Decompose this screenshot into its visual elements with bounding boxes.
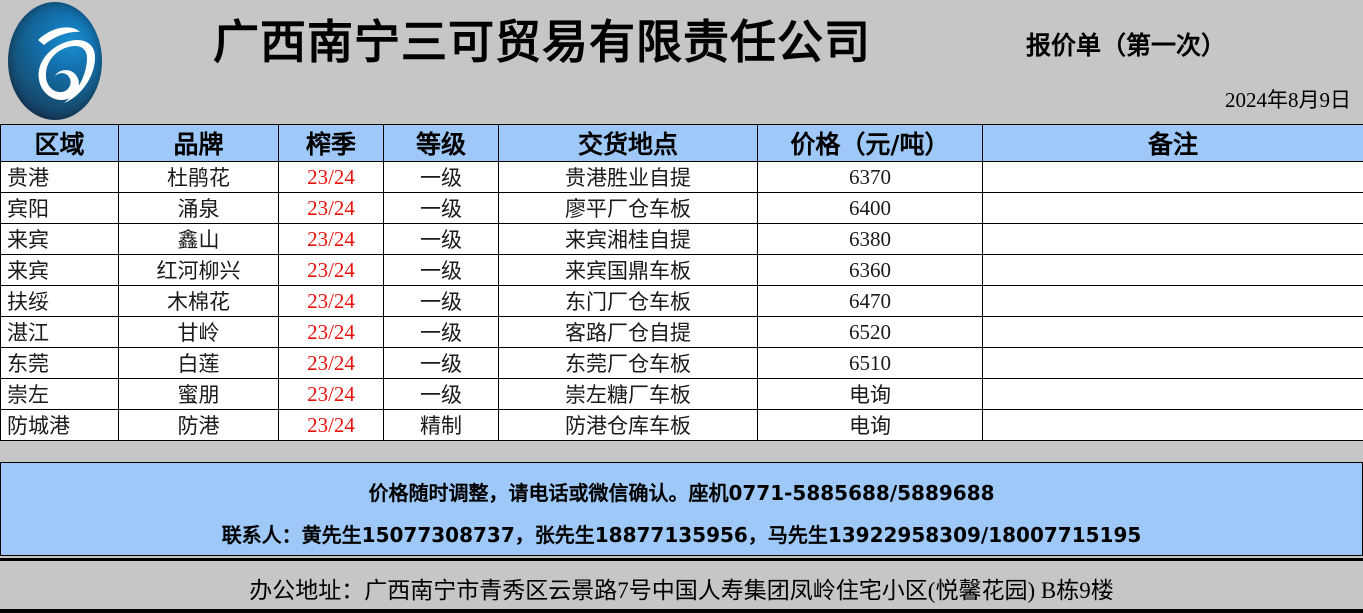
price-table-container: 区域 品牌 榨季 等级 交货地点 价格（元/吨） 备注 贵港 杜鹃花 23/24… — [0, 124, 1363, 441]
cell-region: 来宾 — [0, 223, 119, 255]
cell-price: 6370 — [757, 161, 983, 193]
cell-brand: 蜜朋 — [118, 378, 279, 410]
cell-delivery-place: 防港仓库车板 — [498, 409, 758, 441]
cell-delivery-place: 东门厂仓车板 — [498, 285, 758, 317]
cell-remark — [982, 223, 1363, 255]
cell-remark — [982, 316, 1363, 348]
cell-season: 23/24 — [278, 161, 384, 193]
cell-region: 宾阳 — [0, 192, 119, 224]
column-header-grade: 等级 — [383, 124, 499, 162]
cell-brand: 涌泉 — [118, 192, 279, 224]
company-title: 广西南宁三可贸易有限责任公司 — [213, 15, 871, 69]
price-table-body: 贵港 杜鹃花 23/24 一级 贵港胜业自提 6370 宾阳 涌泉 23/24 … — [0, 161, 1363, 441]
price-table: 区域 品牌 榨季 等级 交货地点 价格（元/吨） 备注 贵港 杜鹃花 23/24… — [0, 124, 1363, 441]
column-header-remark: 备注 — [982, 124, 1363, 162]
cell-brand: 木棉花 — [118, 285, 279, 317]
cell-region: 扶绥 — [0, 285, 119, 317]
cell-delivery-place: 来宾湘桂自提 — [498, 223, 758, 255]
cell-region: 贵港 — [0, 161, 119, 193]
cell-region: 来宾 — [0, 254, 119, 286]
cell-season: 23/24 — [278, 285, 384, 317]
cell-delivery-place: 客路厂仓自提 — [498, 316, 758, 348]
column-header-price: 价格（元/吨） — [757, 124, 983, 162]
table-row: 来宾 红河柳兴 23/24 一级 来宾国鼎车板 6360 — [0, 254, 1363, 286]
cell-brand: 鑫山 — [118, 223, 279, 255]
column-header-region: 区域 — [0, 124, 119, 162]
cell-grade: 一级 — [383, 285, 499, 317]
cell-brand: 甘岭 — [118, 316, 279, 348]
table-row: 湛江 甘岭 23/24 一级 客路厂仓自提 6520 — [0, 316, 1363, 348]
cell-region: 防城港 — [0, 409, 119, 441]
cell-region: 湛江 — [0, 316, 119, 348]
office-address: 办公地址：广西南宁市青秀区云景路7号中国人寿集团凤岭住宅小区(悦馨花园) B栋9… — [249, 578, 1114, 603]
cell-remark — [982, 161, 1363, 193]
cell-delivery-place: 贵港胜业自提 — [498, 161, 758, 193]
table-row: 崇左 蜜朋 23/24 一级 崇左糖厂车板 电询 — [0, 378, 1363, 410]
table-row: 防城港 防港 23/24 精制 防港仓库车板 电询 — [0, 409, 1363, 441]
cell-brand: 防港 — [118, 409, 279, 441]
cell-region: 东莞 — [0, 347, 119, 379]
cell-brand: 红河柳兴 — [118, 254, 279, 286]
cell-price: 6520 — [757, 316, 983, 348]
cell-delivery-place: 廖平厂仓车板 — [498, 192, 758, 224]
cell-region: 崇左 — [0, 378, 119, 410]
table-row: 宾阳 涌泉 23/24 一级 廖平厂仓车板 6400 — [0, 192, 1363, 224]
cell-price: 电询 — [757, 378, 983, 410]
cell-season: 23/24 — [278, 254, 384, 286]
cell-price: 6380 — [757, 223, 983, 255]
cell-price: 6510 — [757, 347, 983, 379]
cell-remark — [982, 285, 1363, 317]
column-header-season: 榨季 — [278, 124, 384, 162]
cell-delivery-place: 崇左糖厂车板 — [498, 378, 758, 410]
cell-remark — [982, 409, 1363, 441]
note-contacts: 联系人：黄先生15077308737，张先生18877135956，马先生139… — [221, 523, 1142, 547]
column-header-brand: 品牌 — [118, 124, 279, 162]
company-logo-icon — [8, 2, 102, 120]
table-row: 贵港 杜鹃花 23/24 一级 贵港胜业自提 6370 — [0, 161, 1363, 193]
table-row: 东莞 白莲 23/24 一级 东莞厂仓车板 6510 — [0, 347, 1363, 379]
cell-season: 23/24 — [278, 378, 384, 410]
cell-delivery-place: 来宾国鼎车板 — [498, 254, 758, 286]
cell-season: 23/24 — [278, 409, 384, 441]
cell-grade: 精制 — [383, 409, 499, 441]
cell-remark — [982, 192, 1363, 224]
cell-brand: 杜鹃花 — [118, 161, 279, 193]
table-row: 扶绥 木棉花 23/24 一级 东门厂仓车板 6470 — [0, 285, 1363, 317]
column-header-delivery-place: 交货地点 — [498, 124, 758, 162]
cell-remark — [982, 347, 1363, 379]
quote-date: 2024年8月9日 — [1225, 88, 1351, 112]
cell-price: 6360 — [757, 254, 983, 286]
table-header-row: 区域 品牌 榨季 等级 交货地点 价格（元/吨） 备注 — [0, 124, 1363, 162]
cell-price: 电询 — [757, 409, 983, 441]
cell-grade: 一级 — [383, 223, 499, 255]
cell-remark — [982, 254, 1363, 286]
cell-price: 6400 — [757, 192, 983, 224]
cell-brand: 白莲 — [118, 347, 279, 379]
note-price-adjust: 价格随时调整，请电话或微信确认。座机0771-5885688/5889688 — [368, 481, 995, 505]
cell-grade: 一级 — [383, 347, 499, 379]
quote-label: 报价单（第一次） — [1026, 31, 1227, 60]
notes-block: 价格随时调整，请电话或微信确认。座机0771-5885688/5889688 联… — [0, 462, 1363, 556]
address-bar: 办公地址：广西南宁市青秀区云景路7号中国人寿集团凤岭住宅小区(悦馨花园) B栋9… — [0, 558, 1363, 613]
cell-remark — [982, 378, 1363, 410]
cell-season: 23/24 — [278, 192, 384, 224]
cell-grade: 一级 — [383, 316, 499, 348]
cell-price: 6470 — [757, 285, 983, 317]
cell-season: 23/24 — [278, 223, 384, 255]
cell-grade: 一级 — [383, 378, 499, 410]
cell-grade: 一级 — [383, 161, 499, 193]
page-header: 广西南宁三可贸易有限责任公司 报价单（第一次） 2024年8月9日 — [0, 0, 1363, 124]
cell-grade: 一级 — [383, 192, 499, 224]
cell-season: 23/24 — [278, 316, 384, 348]
cell-grade: 一级 — [383, 254, 499, 286]
cell-season: 23/24 — [278, 347, 384, 379]
table-row: 来宾 鑫山 23/24 一级 来宾湘桂自提 6380 — [0, 223, 1363, 255]
cell-delivery-place: 东莞厂仓车板 — [498, 347, 758, 379]
